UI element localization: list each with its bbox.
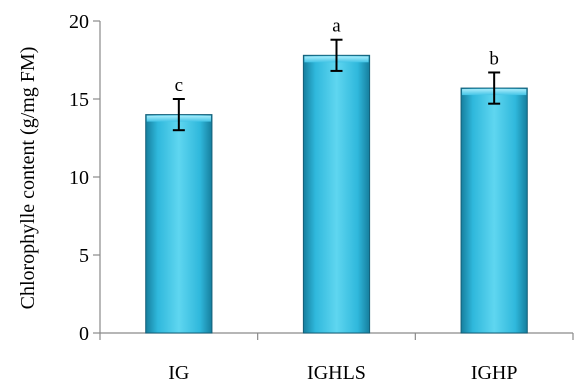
bar-ig (145, 114, 213, 334)
error-bar (488, 71, 501, 105)
y-axis: 0 5 10 15 20 (69, 11, 101, 345)
significance-label: c (175, 75, 183, 96)
y-tick-label: 10 (69, 167, 89, 189)
y-tick-label: 20 (69, 11, 89, 33)
bar (145, 114, 213, 334)
x-tick-label: IGHP (471, 362, 518, 384)
bar-ighls (302, 54, 371, 334)
y-tick-label: 5 (79, 245, 89, 267)
bars (145, 54, 528, 334)
x-tick-label: IG (168, 362, 189, 384)
error-bars (172, 38, 501, 132)
error-bar (330, 38, 343, 72)
y-axis-label: Chlorophylle content (g/mg FM) (17, 47, 39, 310)
bar (302, 54, 371, 334)
significance-label: a (332, 16, 341, 37)
y-tick-label: 15 (69, 89, 89, 111)
error-bar (172, 98, 185, 132)
y-tick-label: 0 (79, 323, 89, 345)
significance-labels: c a b (175, 16, 499, 96)
bar (460, 87, 528, 334)
significance-label: b (489, 48, 499, 69)
x-tick-label: IGHLS (307, 362, 366, 384)
x-axis: IG IGHLS IGHP (99, 332, 574, 384)
bar-ighp (460, 87, 528, 334)
